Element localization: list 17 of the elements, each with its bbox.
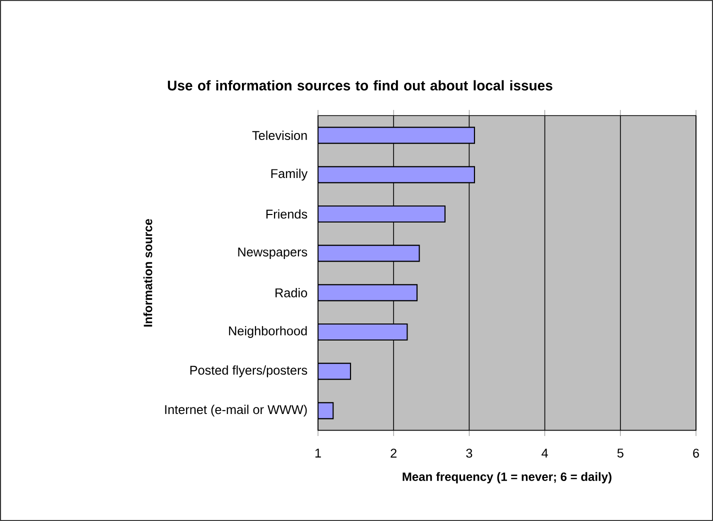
x-tick-label: 5 [617,448,624,458]
y-tick-label: Posted flyers/posters [190,365,308,378]
y-axis-title: Information source [143,219,152,327]
x-tick-label: 1 [315,448,321,458]
y-tick-label: Newspapers [238,248,308,260]
x-axis-title: Mean frequency (1 = never; 6 = daily) [402,472,612,484]
y-tick-label: Family [271,168,308,181]
x-tick-label: 2 [390,448,396,458]
x-tick-label: 4 [542,448,548,458]
y-tick-label: Radio [276,288,308,298]
y-tick-label: Friends [266,209,308,219]
y-tick-label: Internet (e-mail or WWW) [165,404,307,417]
x-tick-label: 3 [466,448,472,458]
y-tick-label: Television [252,130,307,140]
chart-title: Use of information sources to find out about local issues [168,80,552,90]
y-tick-label: Neighborhood [229,326,307,338]
x-tick-label: 6 [693,448,699,458]
